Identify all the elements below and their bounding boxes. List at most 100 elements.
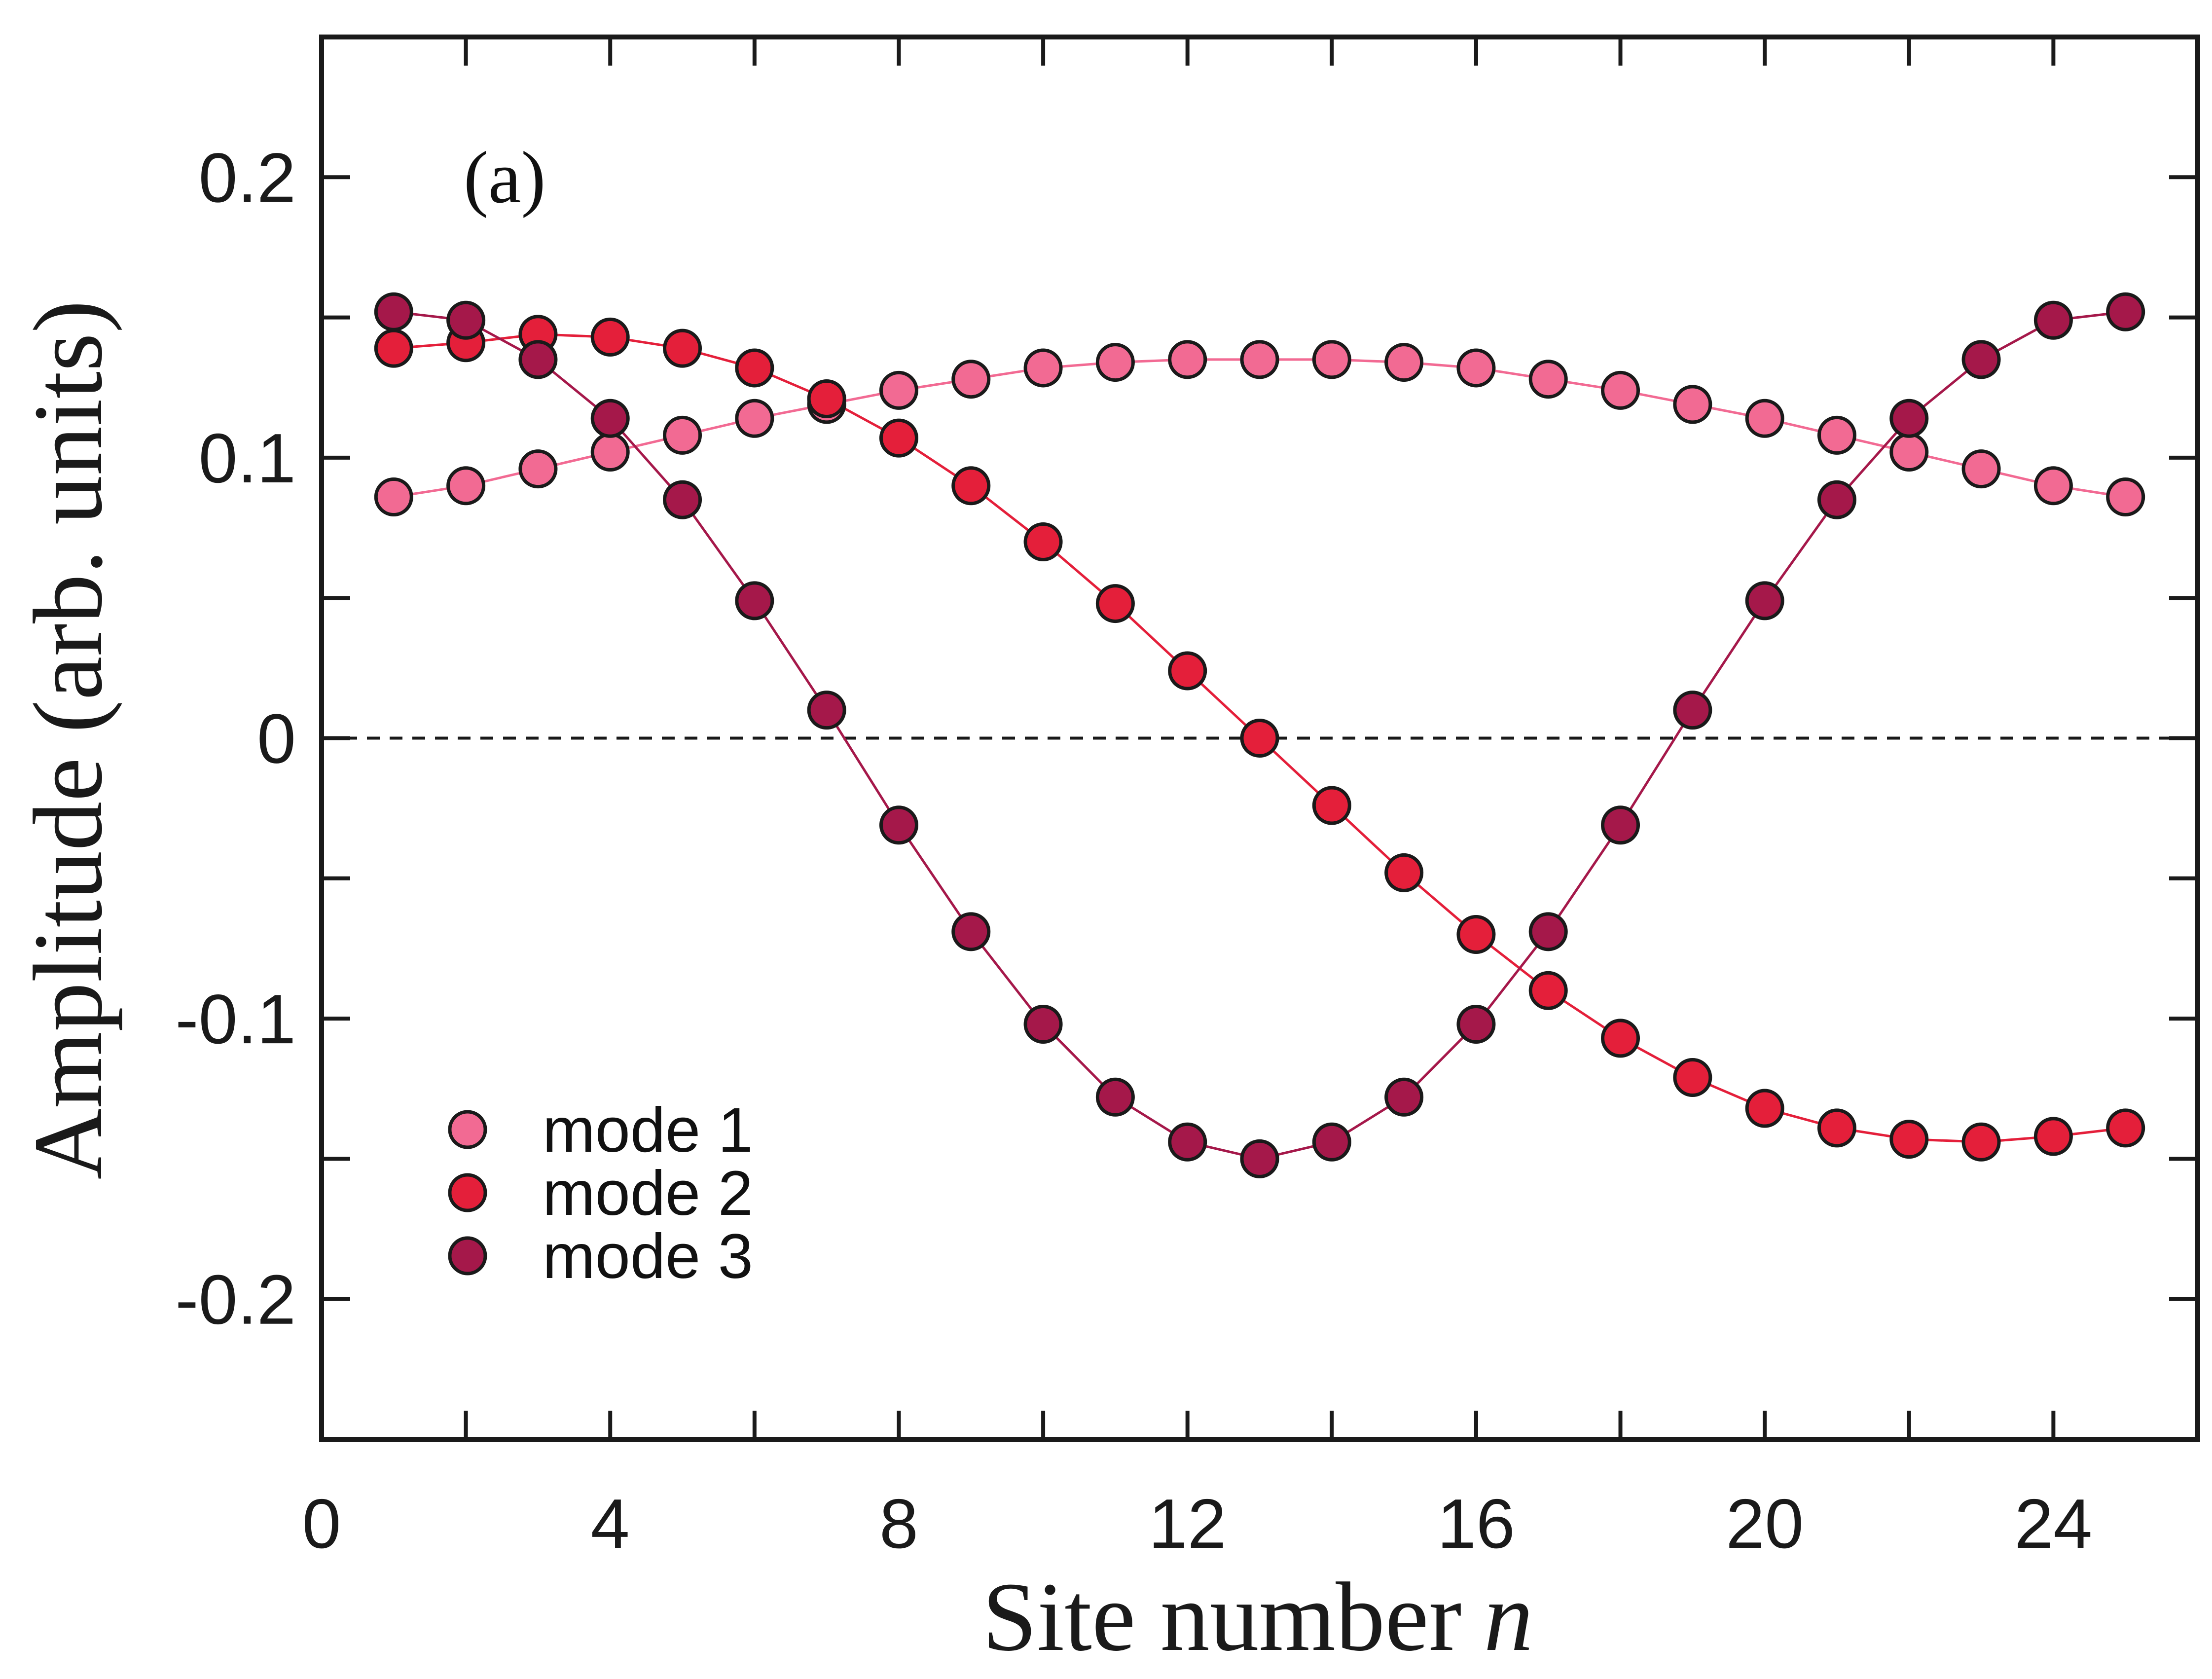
x-axis-title: Site number n: [982, 1563, 1533, 1672]
mode-1-point: [518, 449, 558, 489]
mode-2-point: [1528, 971, 1568, 1010]
mode-2-point: [1384, 853, 1424, 892]
mode-3-point: [518, 340, 558, 379]
x-tick-label: 0: [302, 1485, 341, 1563]
mode-2-point: [1745, 1089, 1784, 1128]
mode-1-point: [1673, 385, 1712, 424]
mode-1-point: [879, 370, 918, 410]
mode-3-point: [1961, 340, 2001, 379]
mode-1-point: [1023, 348, 1063, 388]
x-tick-label: 8: [879, 1485, 918, 1563]
mode-3-point: [735, 581, 774, 620]
mode-3-point: [1384, 1077, 1424, 1117]
x-tick-label: 24: [2014, 1485, 2092, 1563]
mode-1-point: [1240, 340, 1279, 379]
x-tick-label: 4: [591, 1485, 630, 1563]
mode-3-point: [663, 480, 702, 519]
legend-label-mode-2: mode 2: [543, 1158, 753, 1229]
x-tick-label: 20: [1726, 1485, 1804, 1563]
mode-3-point: [1817, 480, 1856, 519]
mode-3-point: [951, 912, 991, 951]
y-tick-label: 0.2: [199, 139, 296, 217]
mode-1-point: [1168, 340, 1207, 379]
mode-1-point: [735, 399, 774, 438]
mode-3-point: [1456, 1004, 1496, 1044]
mode-3-point: [807, 691, 846, 730]
mode-3-point: [446, 300, 486, 340]
mode-2-point: [590, 317, 630, 357]
mode-3-point: [1673, 691, 1712, 730]
mode-2-point: [1095, 584, 1135, 623]
mode-3-point: [590, 399, 630, 438]
mode-1-point: [1889, 433, 1929, 472]
mode-2-point: [1889, 1120, 1929, 1159]
mode-2-point: [879, 418, 918, 458]
series-layer: [374, 292, 2145, 1178]
mode-2-point: [1456, 915, 1496, 954]
mode-2-point: [951, 466, 991, 506]
legend-label-mode-3: mode 3: [543, 1221, 753, 1292]
legend-marker-mode-2: [448, 1173, 487, 1212]
tick-labels-layer: 0 4 8 12 16 20 24 -0.2 -0.1 0 0.1 0.2: [175, 139, 2092, 1563]
mode-2-point: [663, 328, 702, 368]
mode-1-point: [374, 477, 413, 517]
mode-2-point: [374, 328, 413, 368]
mode-1-line: [393, 358, 2126, 498]
mode-1-point: [446, 466, 486, 506]
y-tick-label: 0: [257, 700, 296, 778]
mode-3-point: [1095, 1077, 1135, 1117]
mode-1-point: [1745, 399, 1784, 438]
mode-3-point: [1745, 581, 1784, 620]
panel-label: (a): [464, 137, 545, 219]
mode-1-point: [1817, 415, 1856, 455]
mode-3-point: [1023, 1004, 1063, 1044]
mode-3-point: [1528, 912, 1568, 951]
mode-1-point: [2106, 477, 2145, 517]
y-tick-label: -0.2: [175, 1261, 296, 1339]
x-tick-label: 12: [1149, 1485, 1227, 1563]
mode-2-point: [1312, 786, 1351, 825]
mode-2-point: [1817, 1108, 1856, 1148]
y-tick-label: 0.1: [199, 419, 296, 498]
mode-3-point: [879, 805, 918, 845]
y-axis-title: Amplitude (arb. units): [14, 300, 123, 1179]
legend-label-mode-1: mode 1: [543, 1095, 753, 1166]
mode-2-point: [1023, 522, 1063, 561]
mode-1-point: [951, 360, 991, 399]
mode-3-point: [2106, 292, 2145, 331]
x-axis-title-variable: n: [1484, 1563, 1533, 1672]
mode-1-point: [1095, 343, 1135, 382]
legend-marker-mode-1: [448, 1110, 487, 1149]
mode-2-point: [735, 348, 774, 388]
mode-2-point: [1240, 719, 1279, 758]
mode-1-point: [1528, 360, 1568, 399]
mode-1-point: [663, 415, 702, 455]
mode-1-point: [1601, 370, 1640, 410]
mode-1-point: [590, 433, 630, 472]
mode-2-point: [2106, 1108, 2145, 1148]
mode-3-point: [1601, 805, 1640, 845]
ticks-layer: [320, 37, 2198, 1439]
mode-3-point: [1240, 1139, 1279, 1178]
mode-1-point: [1961, 449, 2001, 489]
mode-1-point: [2033, 466, 2073, 506]
mode-2-point: [2033, 1117, 2073, 1156]
mode-1-point: [1384, 343, 1424, 382]
x-tick-label: 16: [1437, 1485, 1515, 1563]
mode-2-point: [1961, 1122, 2001, 1162]
mode-2-point: [807, 379, 846, 418]
mode-1-point: [1312, 340, 1351, 379]
mode-2-point: [1673, 1058, 1712, 1097]
mode-3-point: [1168, 1122, 1207, 1162]
mode-3-point: [1889, 399, 1929, 438]
x-axis-title-text: Site number: [982, 1563, 1461, 1672]
legend-marker-mode-3: [448, 1236, 487, 1276]
mode-1-point: [1456, 348, 1496, 388]
mode-2-point: [1601, 1019, 1640, 1058]
mode-3-point: [374, 292, 413, 331]
mode-2-point: [1168, 651, 1207, 691]
mode-3-point: [1312, 1122, 1351, 1162]
y-tick-label: -0.1: [175, 980, 296, 1058]
